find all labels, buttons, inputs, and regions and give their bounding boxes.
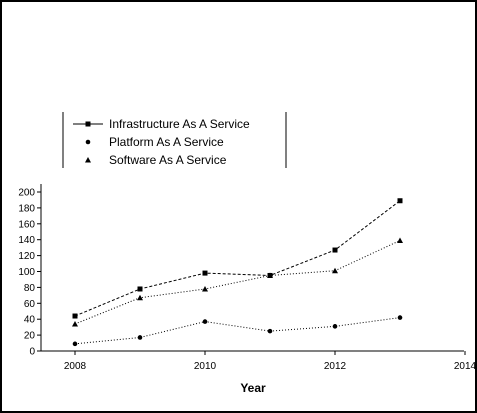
y-tick-label: 160 [18, 219, 35, 230]
data-point [72, 313, 78, 319]
data-point [72, 320, 78, 327]
y-tick-label: 60 [24, 299, 36, 310]
series-line [74, 317, 401, 345]
legend-marker [85, 121, 91, 127]
x-tick-label: 2010 [194, 361, 217, 372]
series-line [74, 200, 401, 317]
data-point [267, 328, 273, 334]
legend-marker [85, 157, 91, 163]
legend-entry: Infrastructure As A Service [109, 117, 250, 131]
y-tick-label: 200 [18, 188, 35, 199]
data-point [137, 286, 143, 292]
data-point [397, 237, 403, 243]
x-tick-label: 2008 [64, 361, 87, 372]
data-point [202, 285, 208, 292]
y-tick-label: 180 [18, 203, 35, 214]
y-tick-label: 140 [18, 235, 35, 246]
data-point [72, 341, 78, 347]
axes: 0 20 40 60 80 100 120 140 160 180 200 2008 2010 2012 2… [18, 184, 477, 372]
y-tick-label: 80 [24, 283, 36, 294]
x-tick-label: 2012 [324, 361, 347, 372]
data-point [137, 294, 143, 301]
data-point [397, 198, 403, 204]
legend: Infrastructure As A Service Platform As A… [62, 112, 287, 168]
y-tick-label: 100 [18, 267, 35, 278]
series-0 [72, 198, 403, 319]
legend-marker [85, 139, 91, 145]
x-tick-label: 2014 [454, 361, 477, 372]
data-point [202, 270, 208, 276]
legend-entry: Platform As A Service [109, 135, 224, 149]
series-layer [72, 198, 403, 347]
data-point [267, 272, 273, 278]
data-point [137, 335, 143, 340]
legend-entry: Software As A Service [109, 153, 227, 167]
y-tick-label: 120 [18, 251, 35, 262]
y-tick-label: 20 [24, 331, 36, 342]
data-point [332, 267, 338, 274]
y-tick-label: 0 [29, 347, 35, 358]
series-line [74, 240, 401, 325]
series-1 [72, 315, 403, 347]
y-tick-label: 40 [24, 315, 36, 326]
data-point [332, 247, 338, 253]
series-2 [72, 237, 403, 327]
data-point [202, 319, 208, 324]
data-point [397, 315, 403, 320]
data-point [332, 324, 338, 329]
x-axis-label: Year [240, 381, 266, 395]
